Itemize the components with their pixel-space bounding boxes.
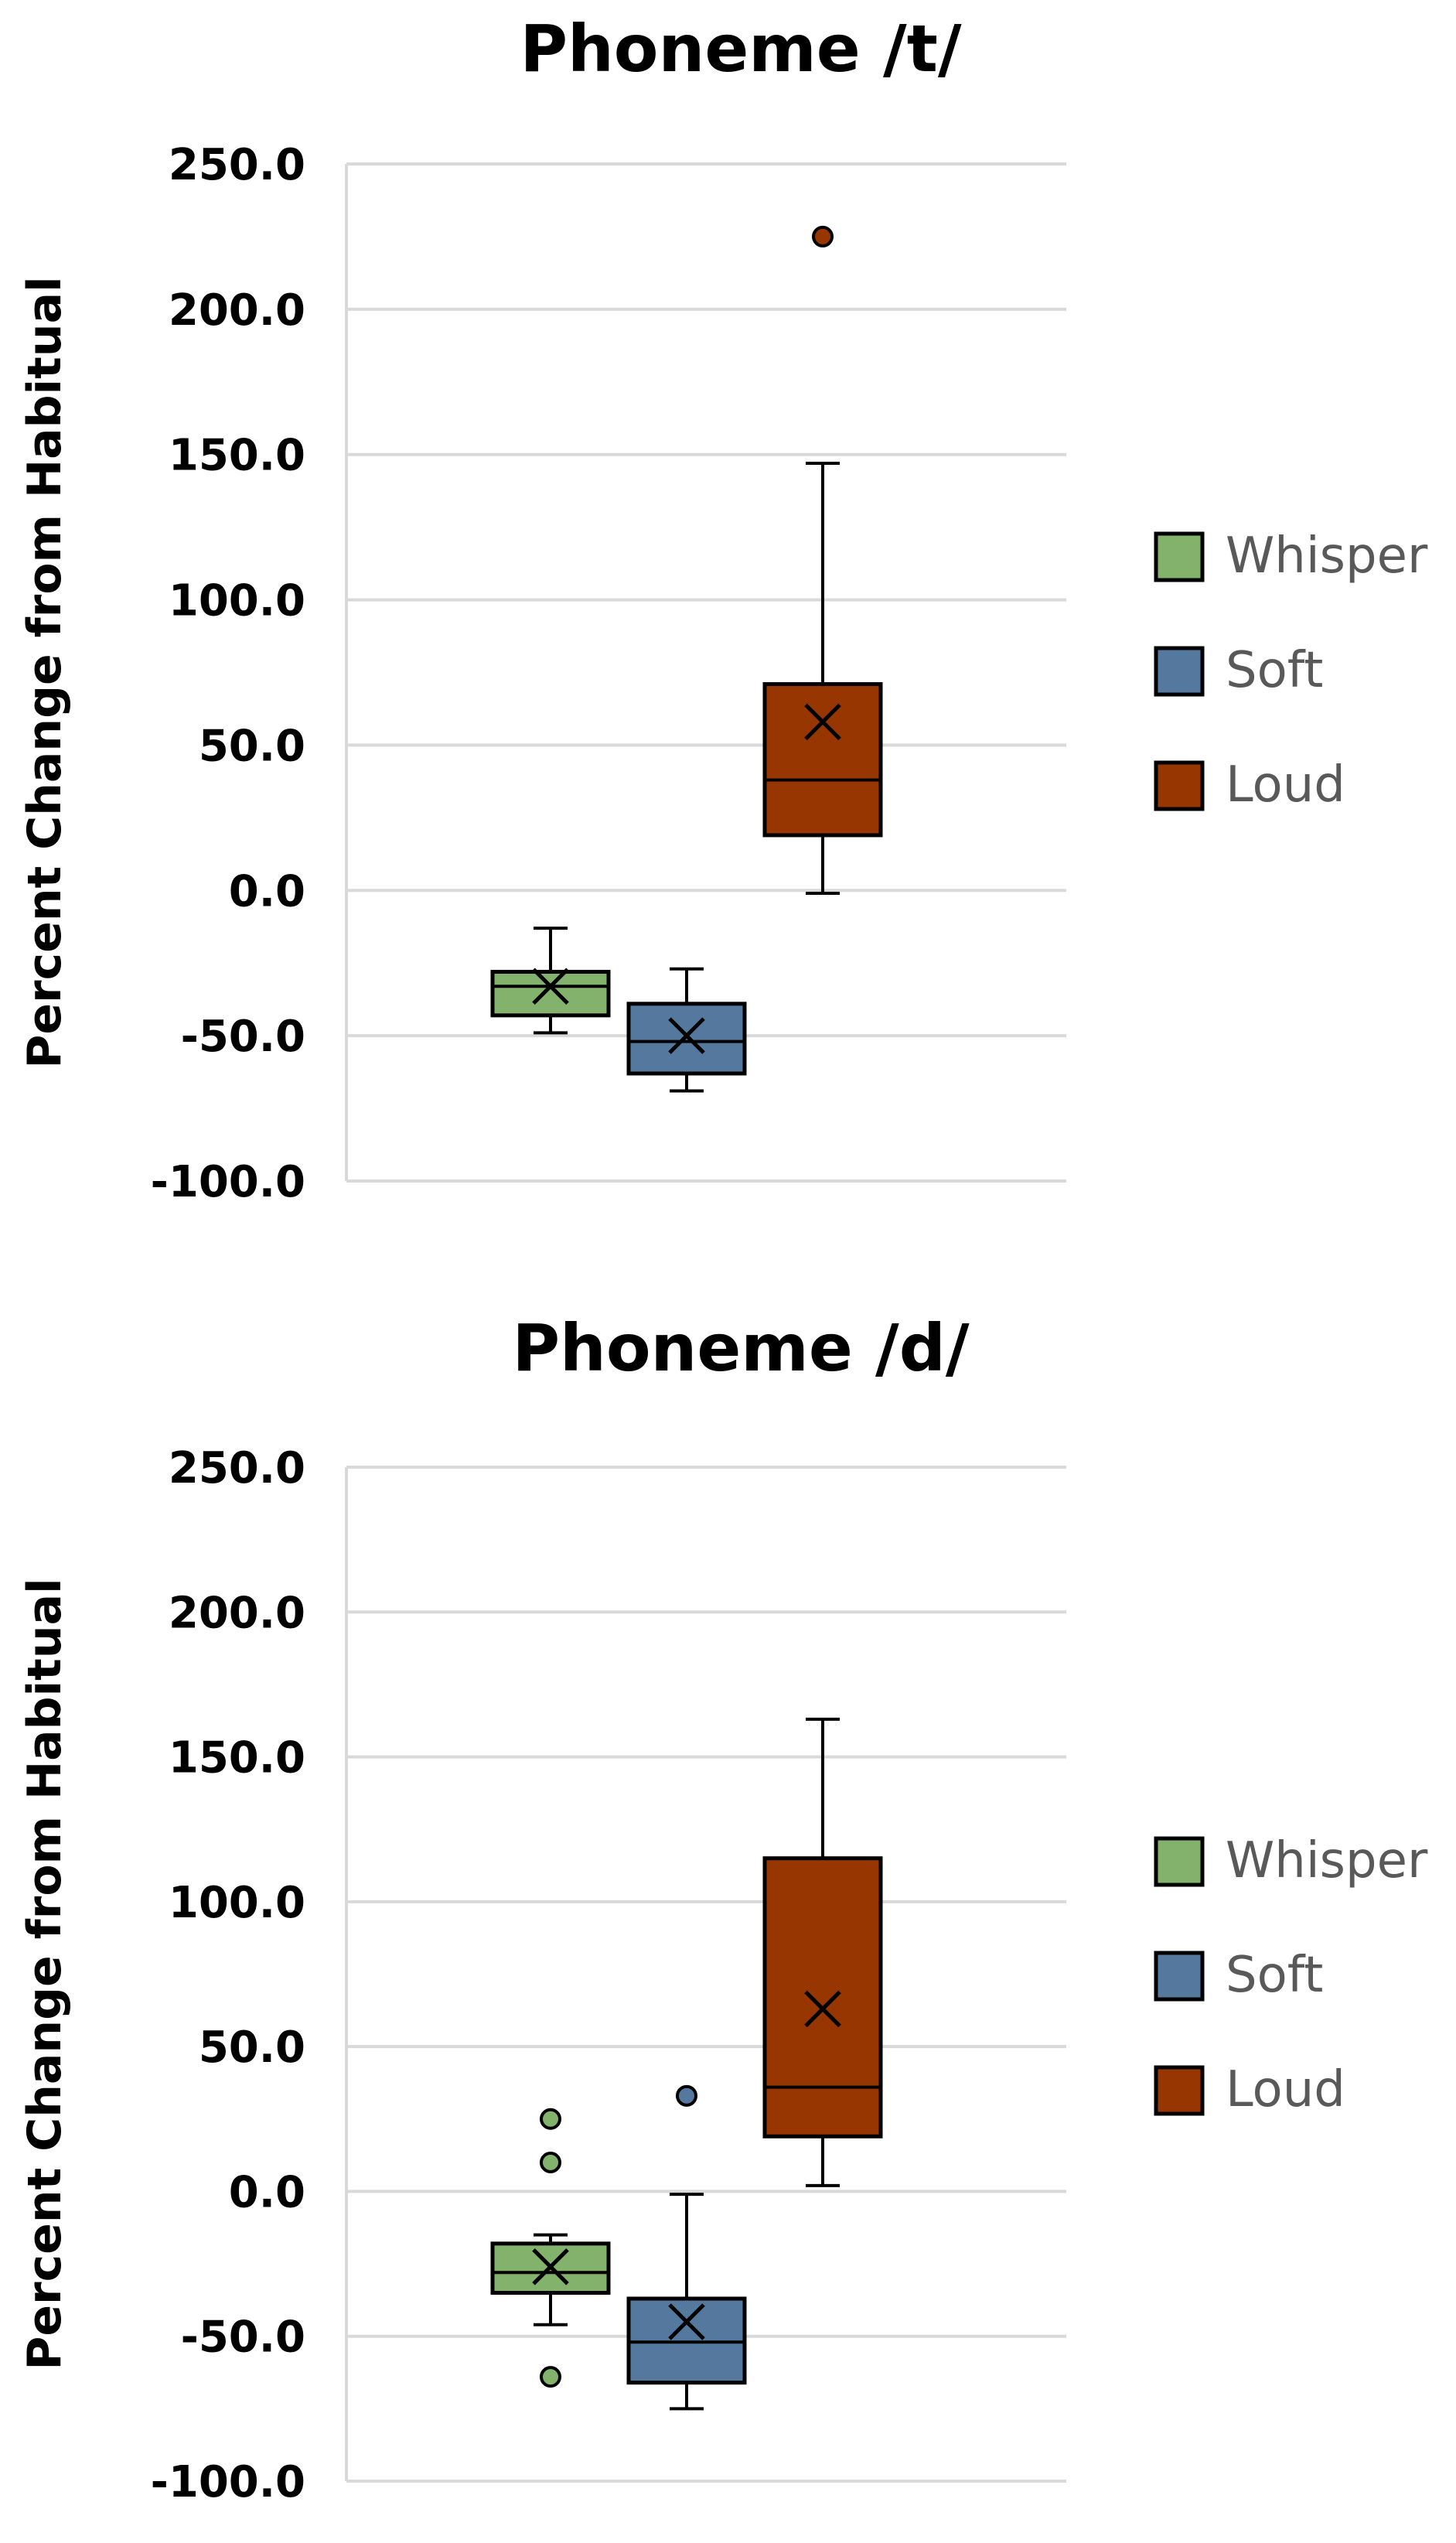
mean-marker [668,2303,705,2340]
chart-2: Phoneme /d/Percent Change from Habitual 2… [18,1310,1428,2507]
legend-label-loud: Loud [1226,756,1345,814]
y-tick-label: -50.0 [181,2313,305,2363]
box-whisper [490,927,611,1035]
box-soft [626,967,747,1093]
mean-marker [668,1017,705,1054]
legend: Whisper Soft Loud [1154,527,1428,814]
legend-label-loud: Loud [1226,2061,1345,2118]
legend-label-whisper: Whisper [1226,1832,1428,1889]
legend-swatch-loud [1154,2065,1205,2116]
box-iqr [626,1002,747,1076]
y-axis-label: Percent Change from Habitual [18,276,72,1068]
y-tick-label: -50.0 [181,1012,305,1062]
legend: Whisper Soft Loud [1154,1832,1428,2118]
box-whisper [490,2108,611,2388]
legend-label-soft: Soft [1226,1947,1323,2004]
y-tick-label: 50.0 [199,721,305,771]
box-iqr [490,969,611,1018]
y-tick-label: 250.0 [169,140,305,190]
y-tick-label: 0.0 [229,866,305,917]
y-tick-label: -100.0 [151,1157,305,1207]
y-tick-label: 200.0 [169,285,305,336]
outlier-point [540,2108,561,2130]
legend-swatch-soft [1154,1951,1205,2002]
box-soft [626,2084,747,2411]
outlier-point [812,225,834,247]
legend-swatch-loud [1154,760,1205,811]
y-tick-label: 100.0 [169,1878,305,1928]
box-loud [762,225,883,896]
mean-marker [532,968,569,1005]
chart-1: Phoneme /t/Percent Change from Habitual 2… [18,11,1428,1207]
box-iqr [762,1856,883,2139]
outlier-point [676,2084,697,2107]
legend-swatch-whisper [1154,1836,1205,1887]
y-tick-label: -100.0 [151,2457,305,2507]
y-tick-label: 100.0 [169,576,305,626]
legend-swatch-whisper [1154,531,1205,582]
y-tick-label: 200.0 [169,1588,305,1638]
outlier-point [540,2151,561,2173]
chart-title: Phoneme /t/ [520,11,961,87]
legend-label-soft: Soft [1226,642,1323,699]
box-loud [762,1717,883,2187]
box-iqr [762,682,883,838]
mean-marker [804,1990,841,2028]
y-tick-label: 0.0 [229,2167,305,2217]
y-tick-label: 250.0 [169,1443,305,1493]
legend-label-whisper: Whisper [1226,527,1428,585]
outlier-point [540,2366,561,2388]
y-axis-label: Percent Change from Habitual [18,1578,72,2370]
y-tick-label: 150.0 [169,1733,305,1784]
y-tick-label: 150.0 [169,431,305,481]
chart-title: Phoneme /d/ [512,1310,969,1386]
legend-swatch-soft [1154,646,1205,697]
mean-marker [532,2248,569,2285]
y-tick-label: 50.0 [199,2022,305,2073]
mean-marker [804,703,841,741]
